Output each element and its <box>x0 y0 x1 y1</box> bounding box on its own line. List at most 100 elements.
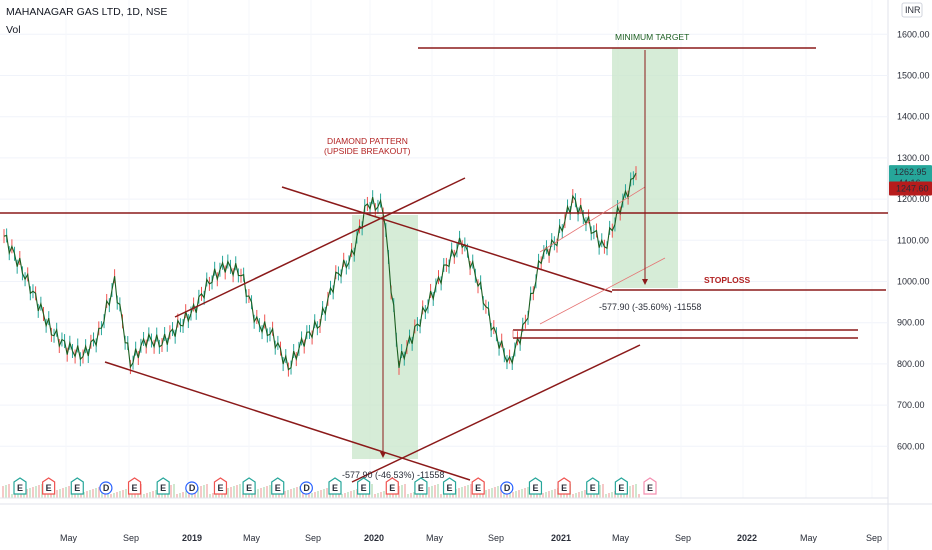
channel-line <box>539 186 646 253</box>
volume-bar <box>83 492 85 498</box>
volume-bar <box>584 490 586 498</box>
volume-bar <box>116 492 118 498</box>
volume-bar <box>233 486 235 498</box>
time-tick-label: May <box>800 533 818 543</box>
price-tick-label: 700.00 <box>897 400 925 410</box>
arrow-head-left <box>380 452 386 458</box>
volume-bar <box>155 490 157 498</box>
marker-badge <box>889 181 932 196</box>
earnings-marker <box>70 477 84 495</box>
volume-bar <box>59 489 61 498</box>
arrow-head-right <box>642 279 648 285</box>
time-tick-label: 2019 <box>182 533 202 543</box>
dividend-marker <box>185 481 199 495</box>
price-tick-label: 1100.00 <box>897 235 929 245</box>
volume-bar <box>464 486 466 498</box>
volume-bar <box>491 488 493 498</box>
volume-bar <box>173 484 175 498</box>
volume-bar <box>8 484 10 498</box>
volume-bar <box>341 494 343 498</box>
dividend-marker <box>299 481 313 495</box>
volume-bar <box>323 489 325 498</box>
earnings-marker-label: E <box>74 483 80 493</box>
volume-bar <box>470 484 472 498</box>
earnings-marker <box>614 477 628 495</box>
price-tick-label: 1400.00 <box>897 112 930 122</box>
symbol-title[interactable]: MAHANAGAR GAS LTD, 1D, NSE <box>6 6 168 18</box>
volume-bar <box>119 491 121 498</box>
volume-bar <box>515 491 517 498</box>
volume-bar <box>347 492 349 498</box>
volume-bar <box>269 485 271 498</box>
volume-bar <box>266 486 268 498</box>
earnings-marker <box>156 477 170 495</box>
volume-bar <box>320 490 322 498</box>
diamond-upper-left <box>174 177 466 318</box>
volume-bar <box>92 489 94 498</box>
volume-bar <box>308 494 310 498</box>
volume-bar <box>431 486 433 498</box>
volume-bar <box>608 493 610 498</box>
volume-bar <box>146 493 148 498</box>
volume-bar <box>509 493 511 498</box>
volume-bar <box>245 493 247 498</box>
earnings-marker-label: E <box>361 483 367 493</box>
volume-bar <box>629 486 631 498</box>
volume-bar <box>428 487 430 498</box>
diamond-lower-left <box>104 361 471 481</box>
volume-bar <box>413 492 415 498</box>
time-tick-label: May <box>243 533 261 543</box>
volume-bar <box>188 490 190 498</box>
volume-bar <box>404 484 406 498</box>
price-series <box>3 172 637 371</box>
volume-bar <box>65 487 67 498</box>
volume-bar <box>581 491 583 498</box>
volume-bar <box>350 491 352 498</box>
volume-bar <box>284 491 286 498</box>
volume-bar <box>572 494 574 498</box>
earnings-marker <box>414 477 428 495</box>
volume-bar <box>212 493 214 498</box>
volume-bar <box>152 491 154 498</box>
volume-bar <box>263 487 265 498</box>
plot-area <box>0 0 888 498</box>
dividend-marker-label: D <box>303 483 310 493</box>
chart-header: MAHANAGAR GAS LTD, 1D, NSE Vol <box>6 6 167 36</box>
earnings-marker-label: E <box>275 483 281 493</box>
marker-value: 1247.60 <box>896 183 929 193</box>
volume-bar <box>5 485 7 498</box>
volume-bar <box>326 488 328 498</box>
price-tick-label: 1200.00 <box>897 194 930 204</box>
earnings-marker-label: E <box>46 483 52 493</box>
volume-bar <box>551 490 553 498</box>
volume-bar <box>44 494 46 498</box>
volume-bar <box>554 489 556 498</box>
volume-bar <box>377 493 379 498</box>
volume-bar <box>56 490 58 498</box>
volume-bar <box>242 494 244 498</box>
volume-bar <box>527 487 529 498</box>
volume-bar <box>317 491 319 498</box>
earnings-marker-label: E <box>160 483 166 493</box>
volume-bar <box>440 494 442 498</box>
volume-bar <box>374 494 376 498</box>
earnings-marker-label: E <box>246 483 252 493</box>
volume-bar <box>542 493 544 498</box>
price-tick-label: 1500.00 <box>897 71 930 81</box>
channel-line <box>539 257 666 325</box>
time-tick-label: May <box>426 533 444 543</box>
earnings-marker <box>42 477 56 495</box>
dividend-marker <box>99 481 113 495</box>
volume-bar <box>203 485 205 498</box>
time-tick-label: 2022 <box>737 533 757 543</box>
volume-bar <box>35 486 37 498</box>
volume-bar <box>599 485 601 498</box>
volume-bar <box>2 486 4 498</box>
volume-bar <box>257 489 259 498</box>
volume-bar <box>473 494 475 498</box>
volume-bar <box>575 493 577 498</box>
earnings-marker-label: E <box>475 483 481 493</box>
dividend-marker-label: D <box>189 483 196 493</box>
